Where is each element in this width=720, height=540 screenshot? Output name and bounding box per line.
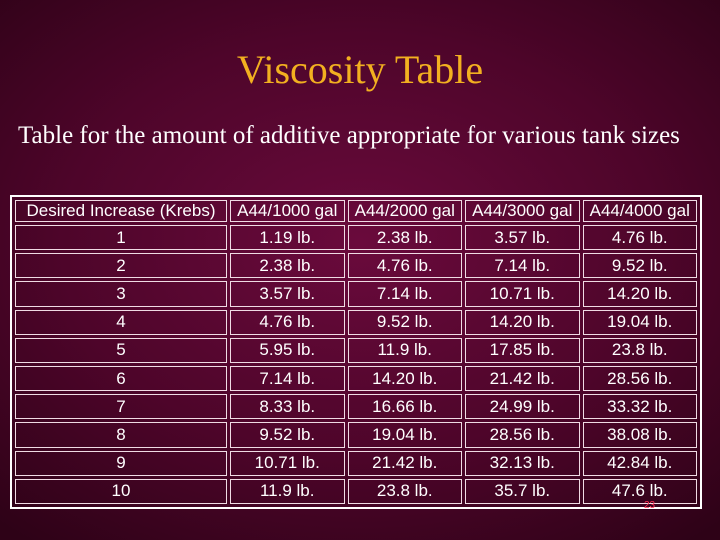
krebs-cell: 4 [15,309,227,335]
table-cell: 9.52 lb. [230,422,345,448]
table-cell: 32.13 lb. [465,450,580,476]
table-cell: 8.33 lb. [230,394,345,420]
table-cell: 19.04 lb. [582,309,697,335]
krebs-cell: 9 [15,450,227,476]
table-cell: 21.42 lb. [347,450,462,476]
krebs-cell: 3 [15,281,227,307]
table-cell: 4.76 lb. [230,309,345,335]
table-cell: 2.38 lb. [230,253,345,279]
table-cell: 4.76 lb. [347,253,462,279]
table-cell: 35.7 lb. [465,478,580,504]
table-cell: 14.20 lb. [582,281,697,307]
slide-subtitle: Table for the amount of additive appropr… [18,122,680,149]
viscosity-table: Desired Increase (Krebs) A44/1000 gal A4… [12,197,700,507]
header-a44-4000-gal: A44/4000 gal [582,200,697,222]
table-cell: 10.71 lb. [465,281,580,307]
viscosity-table-container: Desired Increase (Krebs) A44/1000 gal A4… [10,195,702,509]
table-cell: 9.52 lb. [347,309,462,335]
table-row: 2 2.38 lb. 4.76 lb. 7.14 lb. 9.52 lb. [15,253,697,279]
table-cell: 3.57 lb. [465,225,580,251]
table-cell: 9.52 lb. [582,253,697,279]
table-row: 7 8.33 lb. 16.66 lb. 24.99 lb. 33.32 lb. [15,394,697,420]
table-cell: 7.14 lb. [230,365,345,392]
table-cell: 3.57 lb. [230,281,345,307]
table-cell: 38.08 lb. [582,422,697,448]
table-row: 5 5.95 lb. 11.9 lb. 17.85 lb. 23.8 lb. [15,337,697,363]
table-cell: 17.85 lb. [465,337,580,363]
krebs-cell: 7 [15,394,227,420]
table-cell: 33.32 lb. [582,394,697,420]
table-row: 4 4.76 lb. 9.52 lb. 14.20 lb. 19.04 lb. [15,309,697,335]
krebs-cell: 2 [15,253,227,279]
table-cell: 42.84 lb. [582,450,697,476]
table-cell: 23.8 lb. [582,337,697,363]
table-cell: 21.42 lb. [465,365,580,392]
table-cell: 24.99 lb. [465,394,580,420]
slide-title: Viscosity Table [236,47,484,92]
table-cell: 23.8 lb. [347,478,462,504]
page-number: 23 [644,500,656,511]
table-cell: 19.04 lb. [347,422,462,448]
table-row: 8 9.52 lb. 19.04 lb. 28.56 lb. 38.08 lb. [15,422,697,448]
table-cell: 11.9 lb. [347,337,462,363]
table-cell: 7.14 lb. [347,281,462,307]
table-row: 3 3.57 lb. 7.14 lb. 10.71 lb. 14.20 lb. [15,281,697,307]
table-cell: 16.66 lb. [347,394,462,420]
table-cell: 1.19 lb. [230,225,345,251]
krebs-cell: 10 [15,478,227,504]
table-row: 6 7.14 lb. 14.20 lb. 21.42 lb. 28.56 lb. [15,365,697,392]
table-cell: 28.56 lb. [582,365,697,392]
table-row: 1 1.19 lb. 2.38 lb. 3.57 lb. 4.76 lb. [15,225,697,251]
header-a44-2000-gal: A44/2000 gal [347,200,462,222]
table-cell: 7.14 lb. [465,253,580,279]
table-row: 9 10.71 lb. 21.42 lb. 32.13 lb. 42.84 lb… [15,450,697,476]
table-cell: 11.9 lb. [230,478,345,504]
table-cell: 47.6 lb. [582,478,697,504]
header-desired-increase: Desired Increase (Krebs) [15,200,227,222]
krebs-cell: 5 [15,337,227,363]
table-cell: 14.20 lb. [465,309,580,335]
table-cell: 28.56 lb. [465,422,580,448]
table-cell: 5.95 lb. [230,337,345,363]
krebs-cell: 8 [15,422,227,448]
table-cell: 14.20 lb. [347,365,462,392]
table-cell: 4.76 lb. [582,225,697,251]
krebs-cell: 6 [15,365,227,392]
table-header-row: Desired Increase (Krebs) A44/1000 gal A4… [15,200,697,222]
header-a44-1000-gal: A44/1000 gal [230,200,345,222]
table-cell: 2.38 lb. [347,225,462,251]
header-a44-3000-gal: A44/3000 gal [465,200,580,222]
table-cell: 10.71 lb. [230,450,345,476]
table-row: 10 11.9 lb. 23.8 lb. 35.7 lb. 47.6 lb. [15,478,697,504]
krebs-cell: 1 [15,225,227,251]
